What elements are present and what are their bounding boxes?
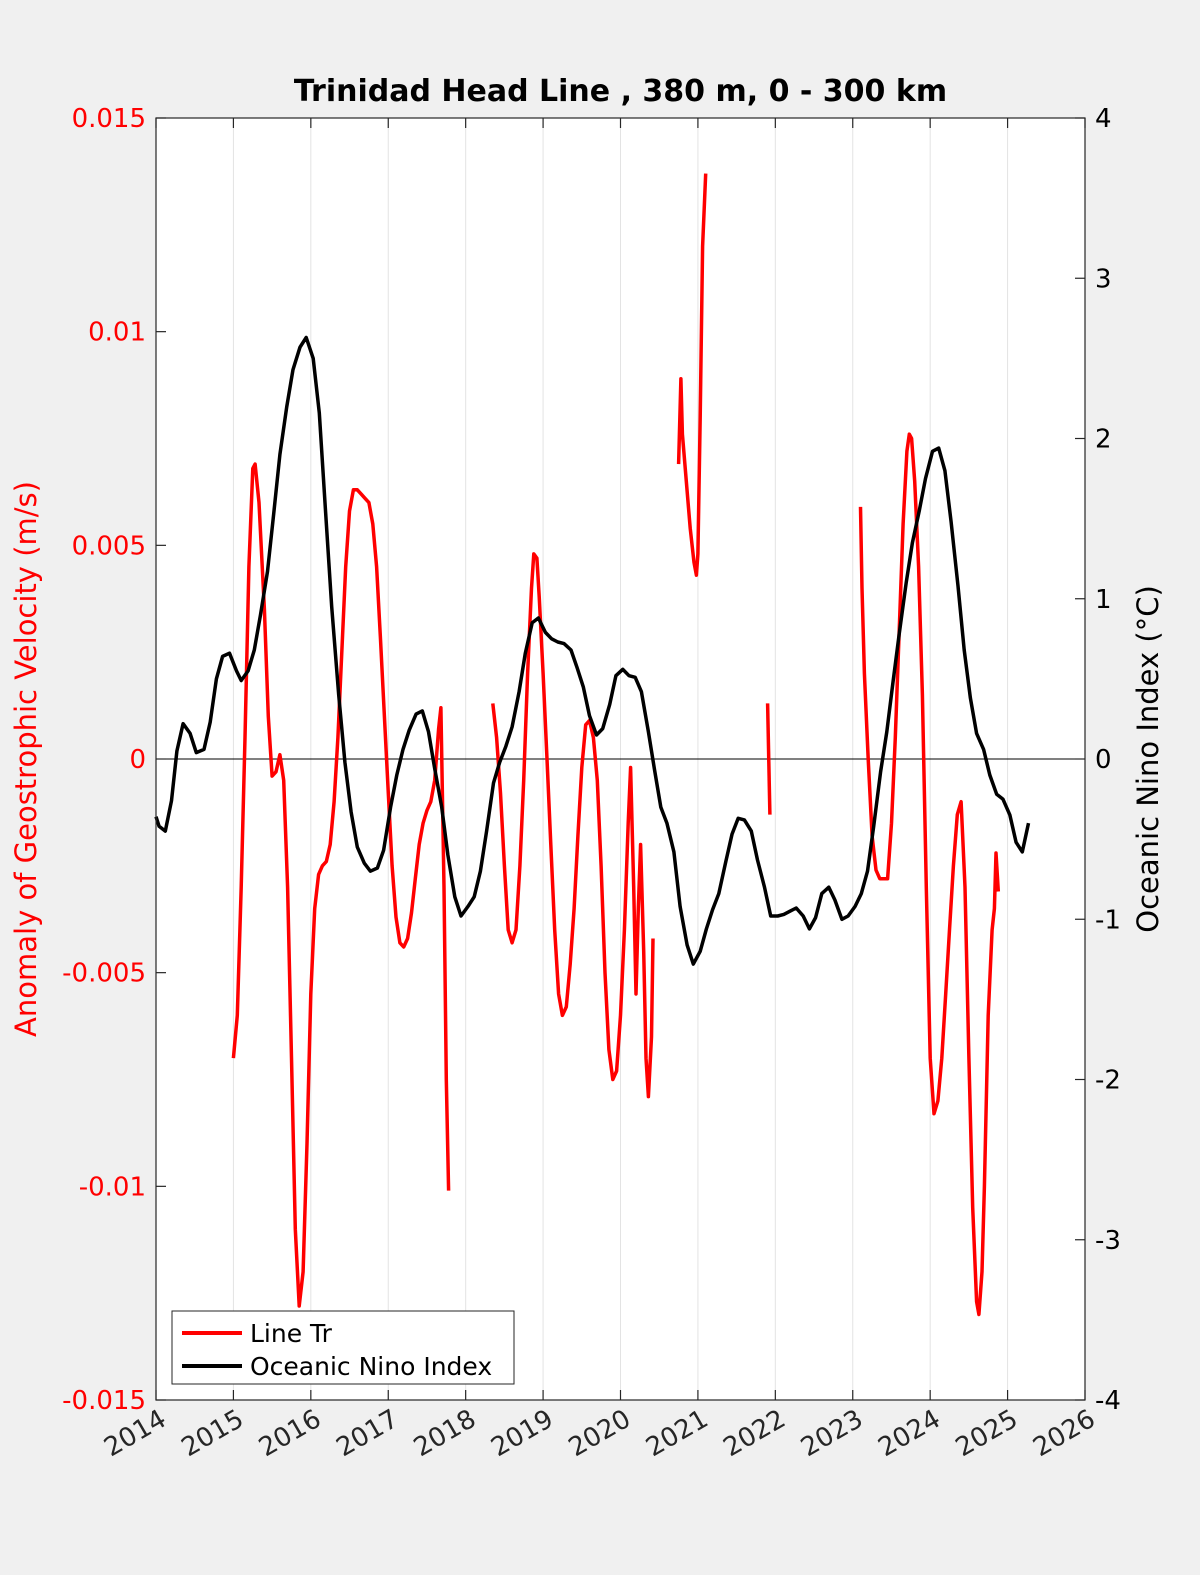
legend-box xyxy=(171,1310,515,1385)
y-right-tick-label-2: 2 xyxy=(1095,425,1112,455)
y-right-tick-label--4: -4 xyxy=(1095,1386,1121,1416)
legend-label-oni: Oceanic Nino Index xyxy=(250,1352,492,1381)
y-axis-left-label: Anomaly of Geostrophic Velocity (m/s) xyxy=(9,481,43,1037)
y-left-tick-label-0.015: 0.015 xyxy=(72,104,146,134)
y-left-tick-label-0: 0 xyxy=(129,745,146,775)
y-right-tick-label-1: 1 xyxy=(1095,585,1112,615)
series-line-tr-segment-4 xyxy=(858,432,1001,1317)
right-axis: 4 3 2 1 0 -1 -2 -3 -4 xyxy=(1075,104,1121,1416)
series-line-tr-segment-3 xyxy=(765,703,772,815)
series-line-tr-segment-1 xyxy=(491,552,655,1099)
y-right-tick-label-0: 0 xyxy=(1095,745,1112,775)
y-right-tick-label--3: -3 xyxy=(1095,1226,1121,1256)
series-line-tr-segment-2 xyxy=(676,173,708,577)
series-oceanic-nino-index-segment-0 xyxy=(154,335,1031,966)
y-left-tick-label--0.01: -0.01 xyxy=(79,1172,146,1202)
y-axis-right-label: Oceanic Nino Index (°C) xyxy=(1131,585,1165,933)
legend-label-line-tr: Line Tr xyxy=(250,1319,333,1348)
y-right-tick-label--2: -2 xyxy=(1095,1066,1121,1096)
y-right-tick-label-3: 3 xyxy=(1095,264,1112,294)
chart-title: Trinidad Head Line , 380 m, 0 - 300 km xyxy=(294,74,947,109)
y-left-tick-label--0.005: -0.005 xyxy=(62,959,146,989)
series-layer xyxy=(154,173,1031,1317)
y-right-tick-label--1: -1 xyxy=(1095,905,1121,935)
series-line-tr-segment-0 xyxy=(231,462,451,1308)
y-right-tick-label-4: 4 xyxy=(1095,104,1112,134)
y-left-tick-label-0.005: 0.005 xyxy=(72,531,146,561)
left-axis: 0.015 0.01 0.005 0 -0.005 -0.01 -0.015 xyxy=(62,104,166,1416)
y-left-tick-label--0.015: -0.015 xyxy=(62,1386,146,1416)
legend: Line Tr Oceanic Nino Index xyxy=(171,1310,515,1385)
y-left-tick-label-0.01: 0.01 xyxy=(88,318,146,348)
